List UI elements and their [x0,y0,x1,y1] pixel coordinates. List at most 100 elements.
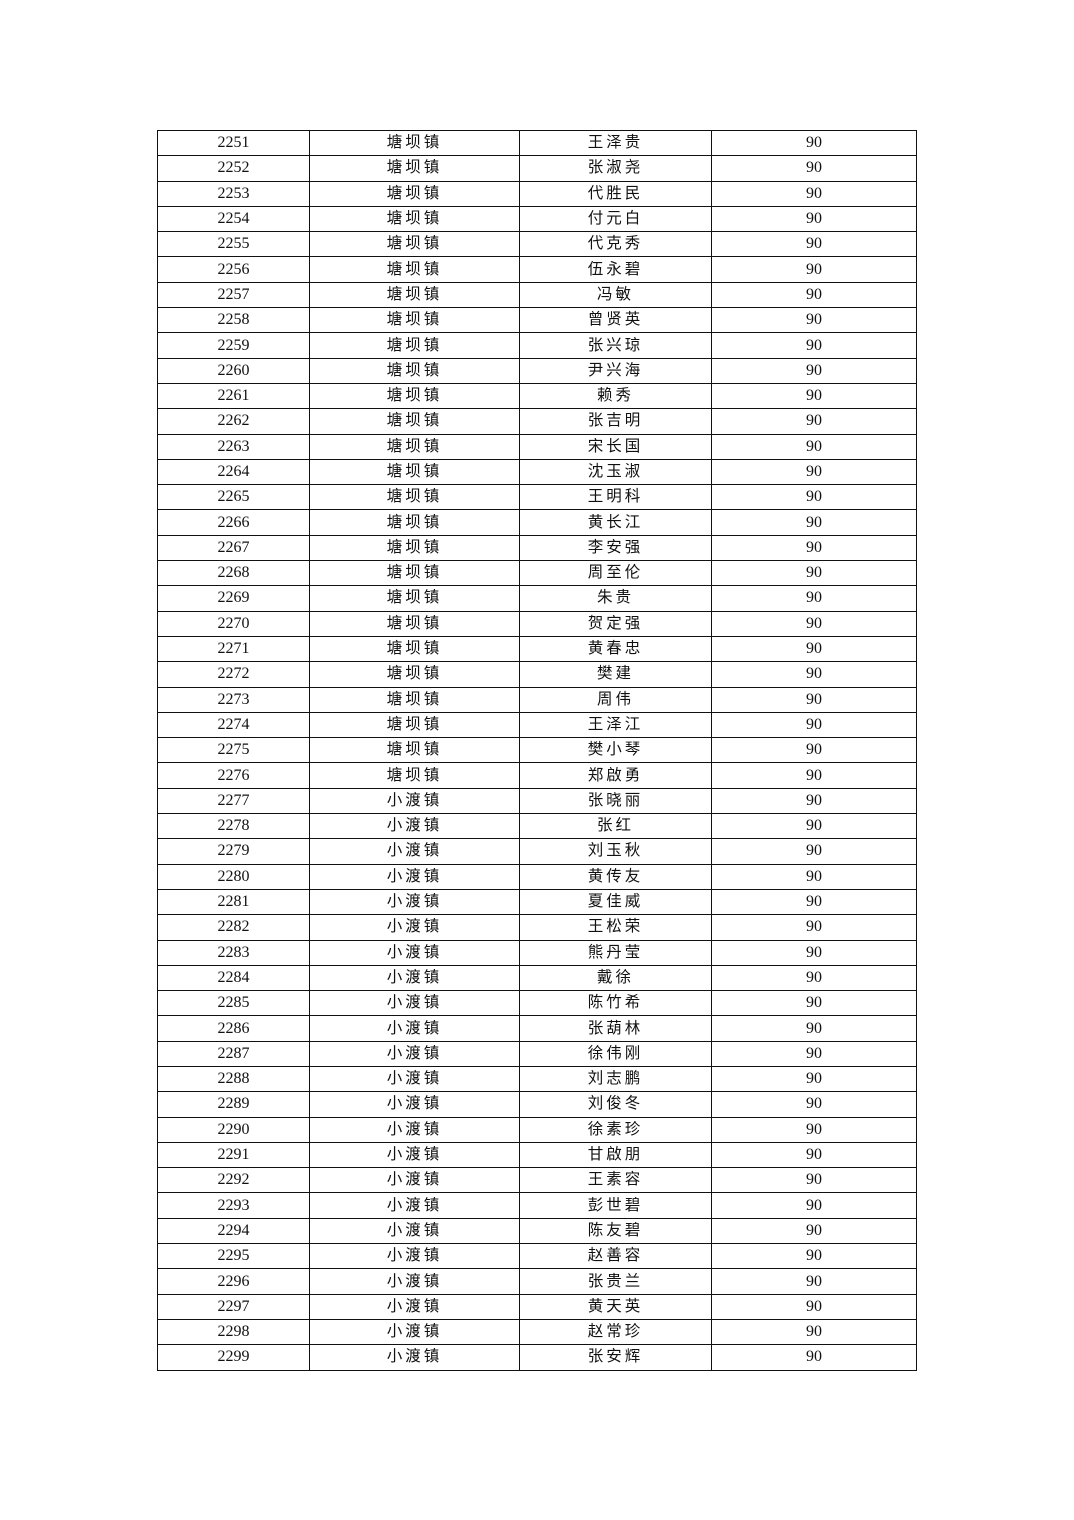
cell-name: 刘玉秋 [519,838,712,865]
cell-score: 90 [711,737,917,764]
cell-score: 90 [711,964,917,992]
cell-name: 张兴琼 [519,332,712,359]
cell-score: 90 [711,1116,917,1143]
cell-number: 2285 [157,990,310,1017]
cell-town: 塘坝镇 [309,231,520,258]
cell-score: 90 [711,914,917,941]
cell-town: 塘坝镇 [309,281,520,309]
cell-score: 90 [711,888,917,916]
cell-score: 90 [711,1344,917,1371]
cell-town: 塘坝镇 [309,433,520,460]
cell-score: 90 [711,205,917,233]
cell-number: 2289 [157,1091,310,1118]
cell-number: 2264 [157,458,310,486]
cell-town: 小渡镇 [309,813,520,840]
cell-town: 塘坝镇 [309,585,520,612]
cell-number: 2263 [157,433,310,460]
cell-number: 2275 [157,737,310,764]
cell-name: 黄传友 [519,863,712,890]
cell-town: 塘坝镇 [309,408,520,435]
cell-score: 90 [711,585,917,612]
cell-name: 赖秀 [519,382,712,410]
table-row: 2259 塘坝镇 张兴琼 90 [157,332,917,359]
table-row: 2285 小渡镇 陈竹希 90 [157,990,917,1017]
cell-number: 2266 [157,509,310,536]
cell-number: 2295 [157,1243,310,1270]
cell-name: 张红 [519,813,712,840]
table-row: 2296 小渡镇 张贵兰 90 [157,1268,917,1295]
cell-score: 90 [711,1015,917,1042]
cell-number: 2286 [157,1015,310,1042]
cell-number: 2281 [157,888,310,916]
cell-score: 90 [711,1040,917,1067]
cell-town: 小渡镇 [309,1091,520,1118]
cell-number: 2267 [157,534,310,562]
table-row: 2295 小渡镇 赵善容 90 [157,1243,917,1270]
table-row: 2269 塘坝镇 朱贵 90 [157,585,917,612]
cell-number: 2297 [157,1293,310,1320]
cell-name: 徐素珍 [519,1116,712,1143]
table-row: 2299 小渡镇 张安辉 90 [157,1344,917,1371]
roster-body: 2251 塘坝镇 王泽贵 90 2252 塘坝镇 张淑尧 90 2253 塘坝镇 代胜民 90 2254… [157,129,917,1371]
cell-town: 小渡镇 [309,1141,520,1169]
cell-name: 周至伦 [519,560,712,587]
cell-town: 塘坝镇 [309,610,520,637]
cell-score: 90 [711,1268,917,1295]
cell-score: 90 [711,307,917,334]
cell-name: 周伟 [519,686,712,713]
cell-town: 小渡镇 [309,1015,520,1042]
cell-score: 90 [711,863,917,890]
cell-number: 2251 [157,129,310,157]
cell-town: 塘坝镇 [309,357,520,384]
table-row: 2268 塘坝镇 周至伦 90 [157,560,917,587]
cell-number: 2282 [157,914,310,941]
cell-name: 赵善容 [519,1243,712,1270]
cell-number: 2277 [157,787,310,815]
cell-town: 塘坝镇 [309,509,520,536]
cell-score: 90 [711,1065,917,1093]
cell-score: 90 [711,357,917,384]
cell-number: 2276 [157,762,310,789]
cell-score: 90 [711,1091,917,1118]
cell-number: 2262 [157,408,310,435]
table-row: 2278 小渡镇 张红 90 [157,813,917,840]
table-row: 2286 小渡镇 张葫林 90 [157,1015,917,1042]
cell-number: 2296 [157,1268,310,1295]
cell-town: 小渡镇 [309,1116,520,1143]
table-row: 2263 塘坝镇 宋长国 90 [157,433,917,460]
cell-number: 2292 [157,1167,310,1194]
cell-name: 王素容 [519,1167,712,1194]
table-row: 2280 小渡镇 黄传友 90 [157,863,917,890]
cell-score: 90 [711,990,917,1017]
cell-number: 2298 [157,1318,310,1346]
cell-number: 2260 [157,357,310,384]
cell-town: 小渡镇 [309,1268,520,1295]
cell-town: 小渡镇 [309,1318,520,1346]
cell-score: 90 [711,458,917,486]
table-row: 2284 小渡镇 戴徐 90 [157,964,917,992]
cell-town: 小渡镇 [309,1065,520,1093]
cell-name: 张贵兰 [519,1268,712,1295]
table-row: 2253 塘坝镇 代胜民 90 [157,180,917,207]
table-row: 2264 塘坝镇 沈玉淑 90 [157,458,917,486]
cell-score: 90 [711,939,917,966]
cell-town: 小渡镇 [309,888,520,916]
cell-name: 黄长江 [519,509,712,536]
cell-number: 2258 [157,307,310,334]
cell-score: 90 [711,762,917,789]
cell-town: 塘坝镇 [309,307,520,334]
table-row: 2271 塘坝镇 黄春忠 90 [157,635,917,663]
cell-name: 朱贵 [519,585,712,612]
cell-score: 90 [711,813,917,840]
cell-number: 2256 [157,256,310,283]
cell-score: 90 [711,180,917,207]
cell-score: 90 [711,1293,917,1320]
cell-score: 90 [711,686,917,713]
cell-name: 樊小琴 [519,737,712,764]
table-row: 2255 塘坝镇 代克秀 90 [157,231,917,258]
cell-town: 塘坝镇 [309,256,520,283]
cell-town: 小渡镇 [309,838,520,865]
roster-table: 2251 塘坝镇 王泽贵 90 2252 塘坝镇 张淑尧 90 2253 塘坝镇 代胜民 90 2254… [157,129,917,1371]
cell-score: 90 [711,155,917,182]
table-row: 2294 小渡镇 陈友碧 90 [157,1217,917,1245]
